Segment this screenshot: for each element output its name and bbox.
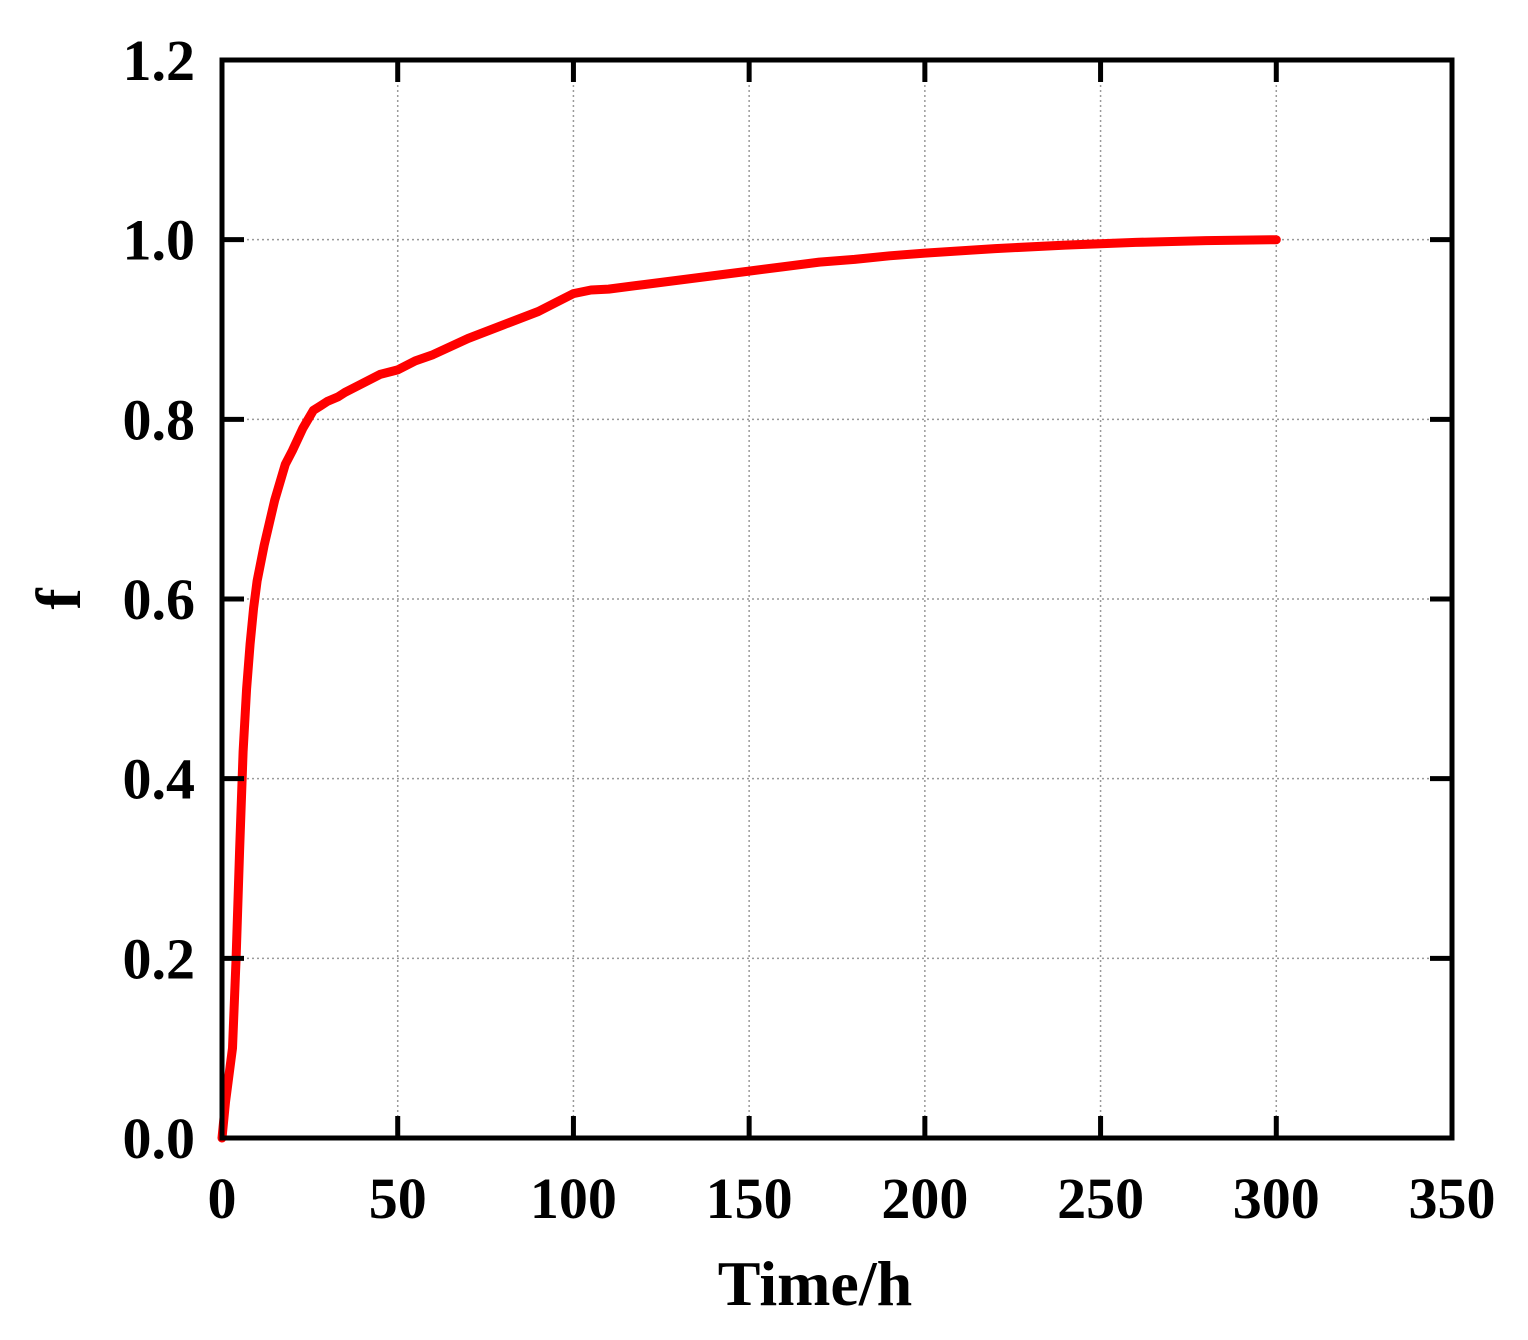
x-tick-labels: 0 50 100 150 200 250 300 350	[208, 1166, 1496, 1231]
x-tick-label: 250	[1057, 1166, 1144, 1231]
tick-marks	[219, 57, 1455, 1141]
x-tick-label: 200	[881, 1166, 968, 1231]
y-axis-title: f	[23, 588, 94, 610]
x-tick-label: 300	[1233, 1166, 1320, 1231]
y-tick-label: 0.2	[123, 926, 196, 991]
series-line-1	[217, 235, 1281, 1143]
y-tick-label: 0.8	[123, 387, 196, 452]
y-tick-label: 0.0	[123, 1106, 196, 1171]
x-tick-label: 0	[208, 1166, 237, 1231]
x-axis-title: Time/h	[718, 1248, 912, 1319]
x-tick-label: 150	[706, 1166, 793, 1231]
y-tick-label: 0.4	[123, 747, 196, 812]
y-tick-label: 1.2	[123, 28, 196, 93]
series-lines	[217, 235, 1281, 1143]
x-tick-label: 50	[369, 1166, 427, 1231]
grid-lines	[222, 60, 1452, 1138]
y-tick-label: 1.0	[123, 208, 196, 273]
x-tick-label: 350	[1409, 1166, 1496, 1231]
x-tick-label: 100	[530, 1166, 617, 1231]
y-tick-label: 0.6	[123, 567, 196, 632]
y-tick-labels: 0.0 0.2 0.4 0.6 0.8 1.0 1.2	[123, 28, 196, 1171]
